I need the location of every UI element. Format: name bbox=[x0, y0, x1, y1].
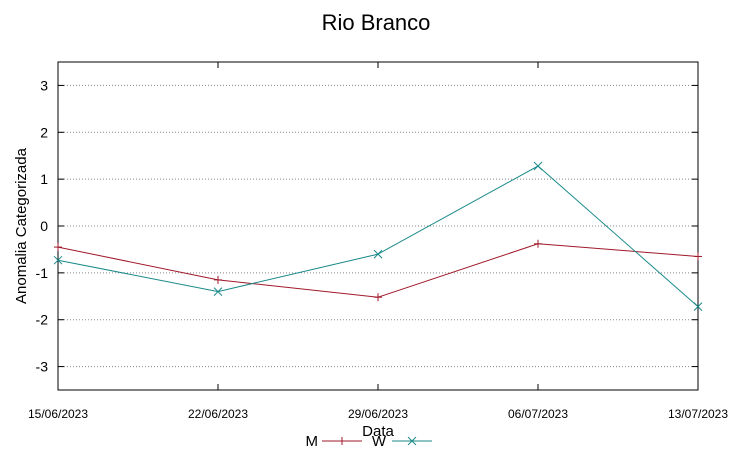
cross-marker bbox=[373, 249, 383, 259]
legend-label-w: W bbox=[372, 433, 387, 450]
plus-marker bbox=[374, 293, 382, 302]
y-tick-label: -2 bbox=[36, 312, 49, 328]
cross-marker bbox=[407, 436, 417, 446]
y-tick-label: 0 bbox=[40, 218, 48, 234]
x-tick-label: 13/07/2023 bbox=[668, 407, 728, 421]
cross-marker bbox=[53, 255, 63, 265]
plus-marker bbox=[214, 275, 222, 284]
x-tick-label: 29/06/2023 bbox=[348, 407, 408, 421]
chart-title: Rio Branco bbox=[322, 10, 431, 35]
y-axis-ticks: 3 2 1 0 -1 -2 -3 bbox=[36, 77, 698, 375]
plus-marker bbox=[54, 243, 62, 252]
x-axis-label: Data bbox=[362, 423, 394, 440]
plus-marker bbox=[338, 437, 346, 445]
plus-marker bbox=[534, 239, 542, 248]
x-tick-label: 22/06/2023 bbox=[188, 407, 248, 421]
y-tick-label: -1 bbox=[36, 265, 49, 281]
y-tick-label: -3 bbox=[36, 359, 49, 375]
cross-marker bbox=[533, 161, 543, 171]
x-axis-ticks: 15/06/2023 22/06/2023 29/06/2023 06/07/2023… bbox=[28, 62, 728, 421]
x-tick-label: 15/06/2023 bbox=[28, 407, 88, 421]
cross-marker bbox=[213, 287, 223, 296]
cross-marker bbox=[693, 302, 703, 311]
y-tick-label: 1 bbox=[40, 171, 48, 187]
y-tick-label: 2 bbox=[40, 124, 48, 140]
y-tick-label: 3 bbox=[40, 77, 48, 93]
series-lines bbox=[53, 161, 703, 311]
legend-label-m: M bbox=[306, 433, 319, 450]
plus-marker bbox=[694, 252, 702, 261]
x-tick-label: 06/07/2023 bbox=[508, 407, 568, 421]
y-axis-label: Anomalia Categorizada bbox=[13, 147, 30, 304]
